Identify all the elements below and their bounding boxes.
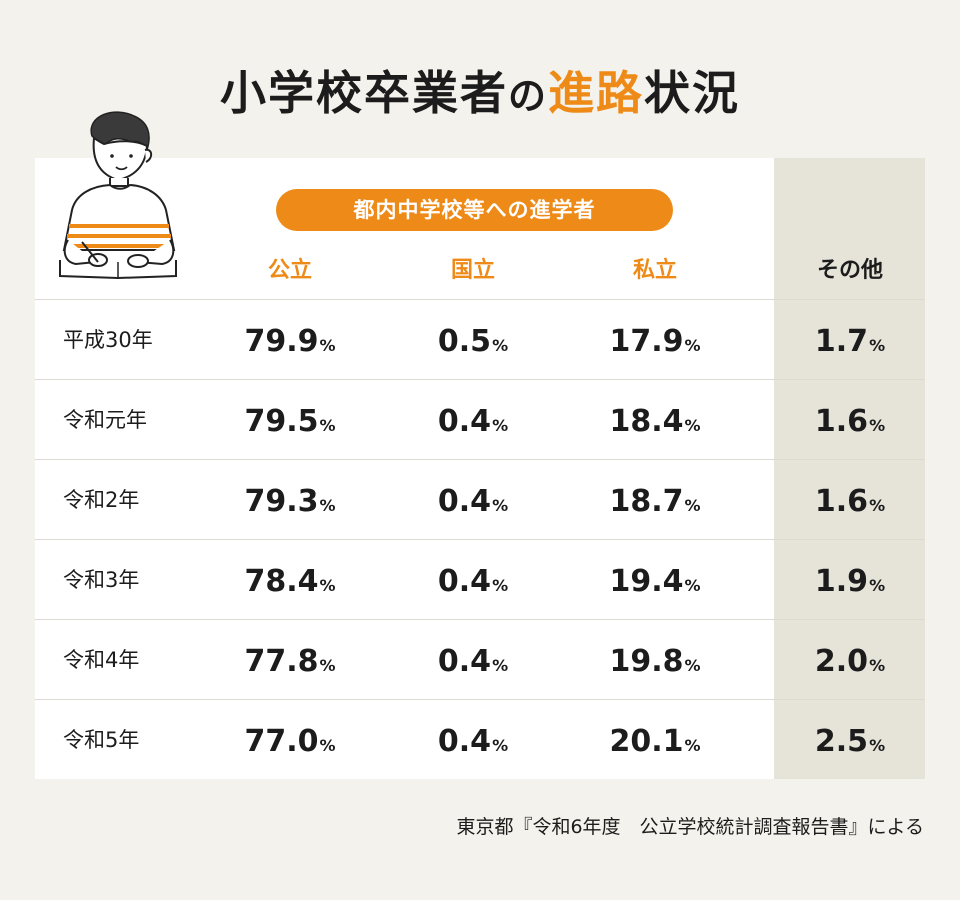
page-title: 小学校卒業者の進路状況	[0, 58, 960, 131]
percent-unit: %	[869, 336, 886, 355]
value-cell-other: 1.6%	[765, 460, 935, 548]
title-part-1: 小学校卒業者	[219, 66, 508, 120]
value-number: 17.9	[609, 324, 684, 359]
value-number: 1.6	[814, 484, 869, 519]
percent-unit: %	[319, 416, 336, 435]
student-studying-illustration	[52, 110, 184, 280]
value-number: 19.4	[609, 564, 684, 599]
table-row: 令和5年 77.0% 0.4% 20.1% 2.5%	[35, 699, 925, 779]
percent-unit: %	[869, 496, 886, 515]
percent-unit: %	[319, 336, 336, 355]
percent-unit: %	[492, 416, 509, 435]
table-row: 平成30年 79.9% 0.5% 17.9% 1.7%	[35, 299, 925, 379]
column-header-private: 私立	[632, 258, 677, 283]
percent-unit: %	[684, 336, 701, 355]
value-number: 77.8	[244, 644, 319, 679]
row-year-label: 令和元年	[63, 408, 147, 432]
percent-unit: %	[492, 336, 509, 355]
title-highlight: 進路	[548, 66, 644, 120]
value-number: 2.0	[814, 644, 869, 679]
value-cell-national: 0.4%	[388, 700, 558, 788]
table-row: 令和元年 79.5% 0.4% 18.4% 1.6%	[35, 379, 925, 459]
percent-unit: %	[684, 576, 701, 595]
value-number: 0.4	[437, 484, 492, 519]
value-number: 0.5	[437, 324, 492, 359]
column-header-public: 公立	[267, 258, 312, 283]
percent-unit: %	[684, 736, 701, 755]
percent-unit: %	[319, 736, 336, 755]
table-row: 令和3年 78.4% 0.4% 19.4% 1.9%	[35, 539, 925, 619]
value-cell-other: 1.9%	[765, 540, 935, 628]
row-year-label: 令和5年	[63, 728, 140, 752]
table-body: 平成30年 79.9% 0.5% 17.9% 1.7% 令和元年 79.5% 0.4% 18.4…	[35, 299, 925, 779]
percent-unit: %	[869, 416, 886, 435]
value-number: 2.5	[814, 724, 869, 759]
data-table: 都内中学校等への進学者 公立 国立 私立 その他 平成30年 79.9% 0.5% 1…	[35, 158, 925, 779]
percent-unit: %	[492, 656, 509, 675]
value-number: 20.1	[609, 724, 684, 759]
value-number: 0.4	[437, 724, 492, 759]
value-number: 79.9	[244, 324, 319, 359]
percent-unit: %	[869, 576, 886, 595]
value-number: 77.0	[244, 724, 319, 759]
table-row: 令和2年 79.3% 0.4% 18.7% 1.6%	[35, 459, 925, 539]
column-header-other: その他	[816, 258, 883, 283]
value-cell-national: 0.4%	[388, 460, 558, 548]
percent-unit: %	[869, 736, 886, 755]
title-part-4: 状況	[644, 66, 740, 120]
value-number: 0.4	[437, 404, 492, 439]
title-part-2: の	[507, 74, 548, 118]
value-cell-private: 19.4%	[570, 540, 740, 628]
value-cell-private: 19.8%	[570, 620, 740, 708]
value-cell-other: 2.5%	[765, 700, 935, 788]
value-number: 1.9	[814, 564, 869, 599]
value-cell-other: 2.0%	[765, 620, 935, 708]
row-year-label: 令和2年	[63, 488, 140, 512]
value-number: 1.6	[814, 404, 869, 439]
value-number: 78.4	[244, 564, 319, 599]
value-cell-other: 1.6%	[765, 380, 935, 468]
percent-unit: %	[492, 736, 509, 755]
value-cell-private: 18.4%	[570, 380, 740, 468]
percent-unit: %	[492, 496, 509, 515]
value-number: 18.4	[609, 404, 684, 439]
group-label-pill: 都内中学校等への進学者	[276, 189, 673, 231]
row-year-label: 平成30年	[63, 328, 153, 352]
value-cell-national: 0.4%	[388, 380, 558, 468]
value-cell-public: 79.9%	[205, 300, 375, 388]
value-cell-public: 79.5%	[205, 380, 375, 468]
other-column-background	[774, 158, 925, 779]
value-cell-national: 0.4%	[388, 540, 558, 628]
value-cell-public: 79.3%	[205, 460, 375, 548]
row-year-label: 令和4年	[63, 648, 140, 672]
percent-unit: %	[319, 656, 336, 675]
value-number: 79.5	[244, 404, 319, 439]
value-number: 0.4	[437, 644, 492, 679]
percent-unit: %	[684, 656, 701, 675]
value-cell-public: 78.4%	[205, 540, 375, 628]
value-cell-national: 0.4%	[388, 620, 558, 708]
percent-unit: %	[492, 576, 509, 595]
value-cell-private: 18.7%	[570, 460, 740, 548]
value-cell-private: 20.1%	[570, 700, 740, 788]
value-number: 18.7	[609, 484, 684, 519]
value-cell-national: 0.5%	[388, 300, 558, 388]
value-cell-public: 77.8%	[205, 620, 375, 708]
percent-unit: %	[319, 496, 336, 515]
value-number: 19.8	[609, 644, 684, 679]
column-header-national: 国立	[450, 258, 495, 283]
table-row: 令和4年 77.8% 0.4% 19.8% 2.0%	[35, 619, 925, 699]
value-cell-public: 77.0%	[205, 700, 375, 788]
percent-unit: %	[319, 576, 336, 595]
source-note: 東京都『令和6年度 公立学校統計調査報告書』による	[456, 816, 924, 838]
row-year-label: 令和3年	[63, 568, 140, 592]
value-cell-other: 1.7%	[765, 300, 935, 388]
value-number: 79.3	[244, 484, 319, 519]
percent-unit: %	[869, 656, 886, 675]
value-number: 1.7	[814, 324, 869, 359]
percent-unit: %	[684, 416, 701, 435]
percent-unit: %	[684, 496, 701, 515]
value-cell-private: 17.9%	[570, 300, 740, 388]
value-number: 0.4	[437, 564, 492, 599]
